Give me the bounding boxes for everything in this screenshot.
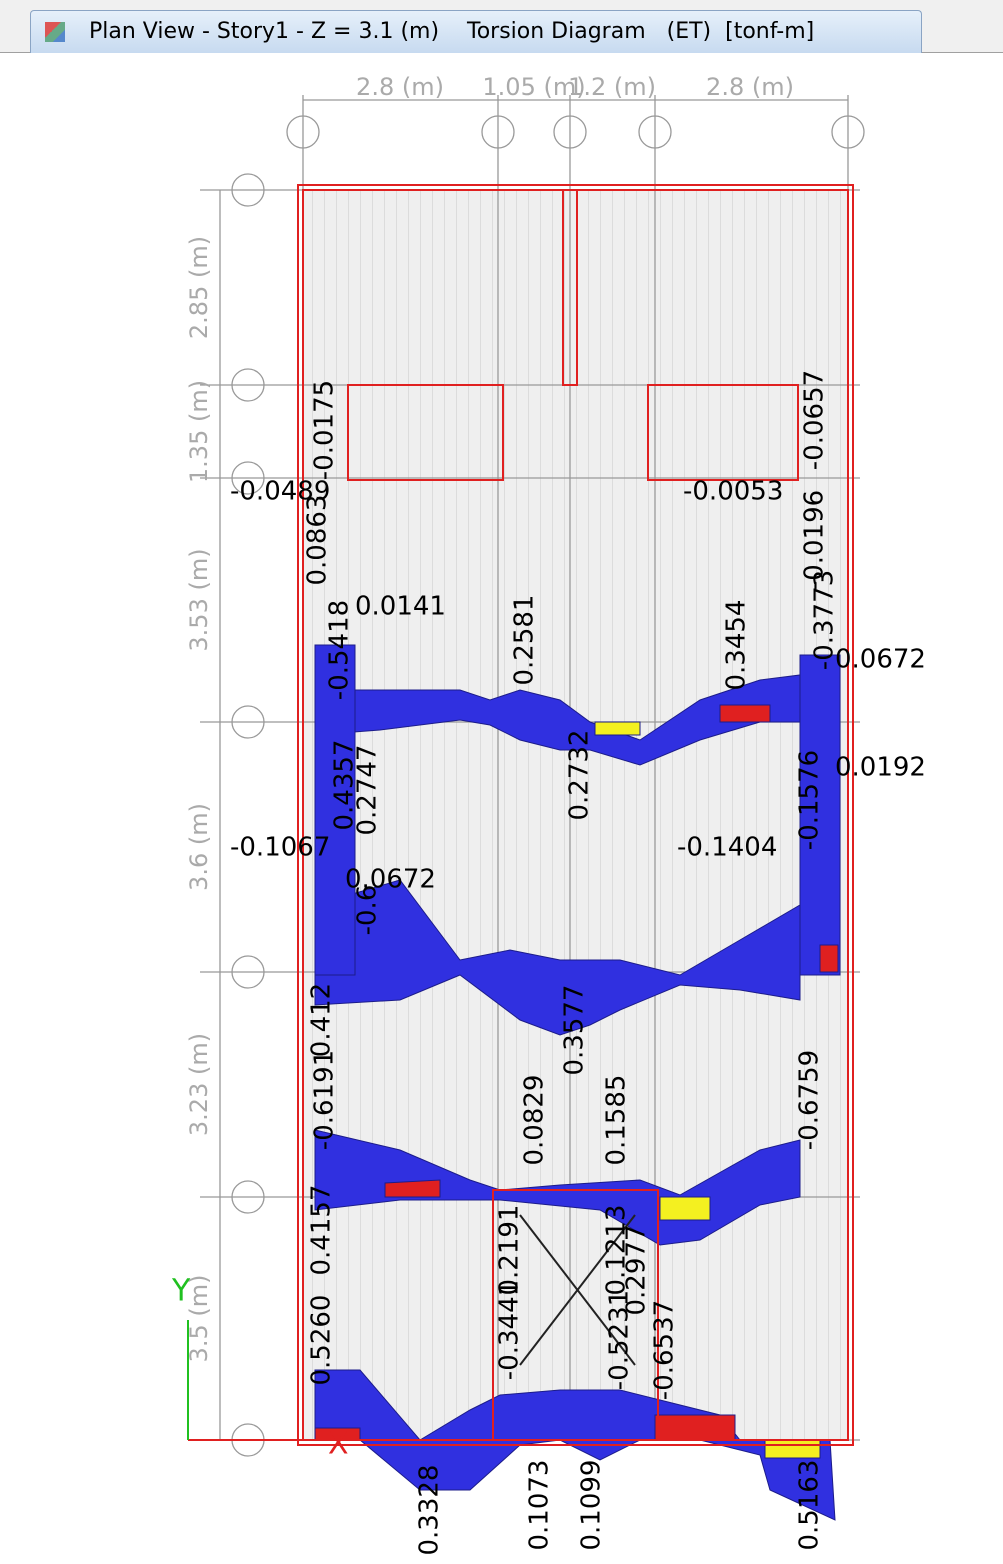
torsion-value: -0.0657 [800,370,830,470]
torsion-value: 0.0672 [835,645,926,675]
grid-bubble [638,115,672,149]
dimension-label: 3.53 (m) [185,548,213,651]
torsion-value: 0.4357 [330,740,360,831]
diagram-fill [819,944,839,973]
grid-bubble [231,461,265,495]
torsion-value: -0.0489 [230,477,330,507]
torsion-value: 0.1073 [525,1460,555,1551]
dimension-label: 3.6 (m) [185,803,213,891]
diagram-fill [314,644,356,976]
torsion-value: 0.0829 [520,1075,550,1166]
diagram-fill [719,704,771,723]
torsion-value: -0.6 [353,885,383,936]
torsion-value: 0.0141 [355,592,446,622]
tab-title: Plan View - Story1 - Z = 3.1 (m) Torsion… [89,19,815,44]
torsion-value: 0.2977 [622,1225,652,1316]
grid-bubble [481,115,515,149]
torsion-value: 0.4157 [307,1185,337,1276]
dimension-label: 2.85 (m) [185,236,213,339]
torsion-value: 0.1213 [602,1205,632,1296]
tab-bar: Plan View - Story1 - Z = 3.1 (m) Torsion… [0,0,1003,53]
torsion-value: 0.0192 [835,753,926,783]
diagram-fill [799,654,841,976]
frame-member [347,384,504,481]
axis-label: Y [171,1274,191,1309]
torsion-value: -0.6191 [310,1050,340,1150]
torsion-value: 0.2581 [510,595,540,686]
diagram-fill [384,1179,441,1198]
dimension-label: 3.23 (m) [185,1033,213,1136]
torsion-value: -0.5418 [325,600,355,700]
torsion-value: 0.1099 [577,1460,607,1551]
dimension-label: 3.5 (m) [185,1275,213,1363]
torsion-value: -0.3441 [495,1280,525,1380]
grid-bubble [231,368,265,402]
view-tab[interactable]: Plan View - Story1 - Z = 3.1 (m) Torsion… [30,10,922,53]
dimension-label: 1.35 (m) [185,380,213,483]
dimension-label: 2.8 (m) [356,73,444,101]
torsion-value: 0.0672 [345,865,436,895]
diagram-fill [764,1439,821,1459]
torsion-value: -0.5231 [605,1290,635,1390]
torsion-value: 0.2191 [495,1205,525,1296]
grid-bubble [231,705,265,739]
plan-view: 2.8 (m) 1.05 (m)1.2 (m) 2.8 (m) 2.85 (m) 1.3… [171,73,926,1555]
diagram-fill [659,1196,711,1221]
tab-icon [45,22,65,42]
diagram-fill [654,1414,736,1441]
frame [297,184,854,1446]
diagram-fill [594,721,641,736]
torsion-value: 0.2732 [565,730,595,821]
torsion-value: 0.5260 [307,1295,337,1386]
frame-member [647,384,799,481]
grid-bubble [831,115,865,149]
torsion-value: -0.3773 [810,570,840,670]
torsion-value: 0.0863 [303,495,333,586]
dimension-label: 2.8 (m) [706,73,794,101]
torsion-value: -0.0053 [683,477,783,507]
torsion-value: -0.1576 [795,750,825,850]
grid-bubble [231,1180,265,1214]
torsion-value: -0.0175 [310,380,340,480]
torsion-value: 0.3577 [560,985,590,1076]
diagram-fill [314,879,801,1036]
grid-bubble [286,115,320,149]
frame-member [297,184,854,1446]
torsion-value: 0.3328 [415,1465,445,1556]
torsion-value: -0.6537 [650,1300,680,1400]
torsion-value: 0.1585 [602,1075,632,1166]
diagram-fill [314,674,801,766]
torsion-value: -0.0196 [800,490,830,590]
torsion-value: -0.6759 [795,1050,825,1150]
frame-member [562,189,578,386]
axis-label: X [328,1427,349,1462]
slab [303,190,848,1440]
dimension-label: 1.05 (m) [482,73,585,101]
torsion-value: 0.5163 [795,1460,825,1551]
torsion-value: -0.1067 [230,833,330,863]
torsion-value: 0.412 [307,983,337,1057]
torsion-value: 0.2747 [353,745,383,836]
opening-x [519,1214,636,1366]
labels: 2.8 (m) 1.05 (m)1.2 (m) 2.8 (m) 2.85 (m) 1.3… [171,73,926,1555]
dimension-label: 1.2 (m) [568,73,656,101]
torsion-value: -0.1404 [677,833,777,863]
grid-bubble [231,955,265,989]
frame-member [492,1189,659,1441]
grid-bubble [231,173,265,207]
grid-bubble [553,115,587,149]
torsion-value: 0.3454 [722,600,752,691]
